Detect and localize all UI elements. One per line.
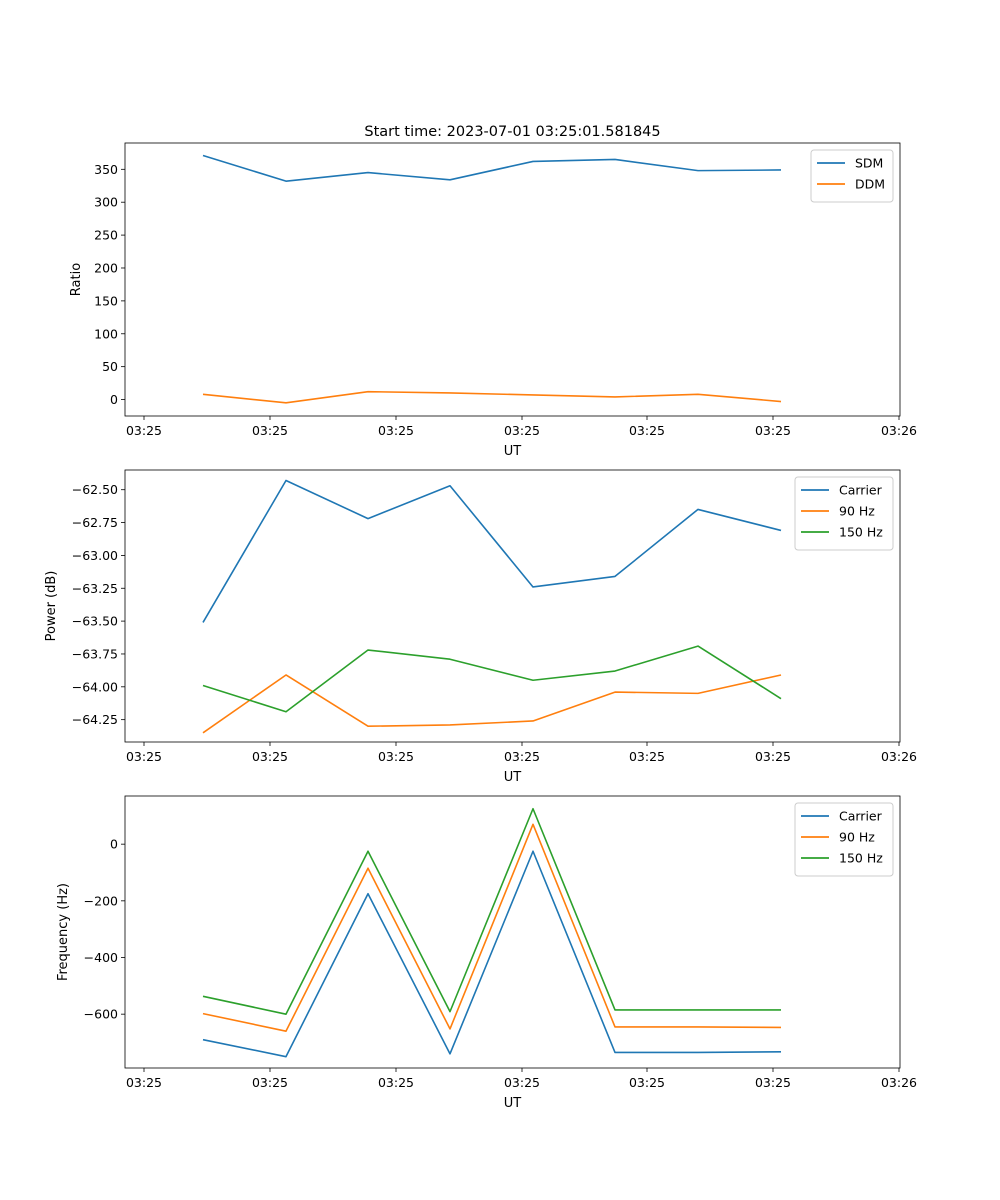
y-tick-label-1: 250 [94,228,118,243]
series-line-sdm-1 [202,154,782,182]
series-line-carrier-3 [202,850,782,1058]
y-tick-label-2: −63.75 [72,646,118,661]
plot-frame-1 [124,142,901,417]
y-tick-label-2: −64.00 [72,679,118,694]
x-tick-label-2: 03:25 [252,749,288,764]
legend-label-150-hz-2: 150 Hz [839,525,883,540]
legend-label-sdm-1: SDM [855,156,883,171]
y-tick-label-1: 200 [94,260,118,275]
figure-title: Start time: 2023-07-01 03:25:01.581845 [364,124,660,140]
x-tick-label-1: 03:25 [378,423,414,438]
x-tick-label-2: 03:25 [755,749,791,764]
y-tick-label-2: −64.25 [72,712,118,727]
x-tick-label-3: 03:25 [378,1075,414,1090]
y-tick-label-1: 0 [110,392,118,407]
y-tick-label-2: −62.50 [72,482,118,497]
y-axis-label-3: Frequency (Hz) [56,883,71,981]
legend-label-150-hz-3: 150 Hz [839,851,883,866]
series-line-90-hz-2 [202,674,782,734]
x-tick-label-2: 03:25 [629,749,665,764]
y-tick-label-2: −62.75 [72,515,118,530]
x-axis-label-1: UT [504,444,522,459]
y-tick-label-3: −200 [84,893,118,908]
series-line-150-hz-2 [202,645,782,713]
y-tick-label-3: −600 [84,1007,118,1022]
plot-frame-3 [124,795,901,1069]
y-tick-label-1: 100 [94,326,118,341]
series-line-ddm-1 [202,390,782,404]
x-tick-label-1: 03:25 [755,423,791,438]
x-tick-label-1: 03:25 [629,423,665,438]
y-tick-label-1: 50 [102,359,118,374]
legend-label-carrier-3: Carrier [839,809,883,824]
x-axis-label-3: UT [504,1096,522,1111]
x-tick-label-3: 03:25 [629,1075,665,1090]
legend-label-90-hz-2: 90 Hz [839,504,875,519]
y-axis-label-2: Power (dB) [44,571,59,642]
x-tick-label-2: 03:25 [378,749,414,764]
x-tick-label-3: 03:25 [126,1075,162,1090]
series-line-90-hz-3 [202,823,782,1032]
y-tick-label-2: −63.00 [72,548,118,563]
x-tick-label-3: 03:25 [252,1075,288,1090]
legend-label-carrier-2: Carrier [839,483,883,498]
x-tick-label-1: 03:25 [252,423,288,438]
x-axis-label-2: UT [504,770,522,785]
x-tick-label-3: 03:25 [755,1075,791,1090]
x-tick-label-1: 03:25 [126,423,162,438]
x-tick-label-3: 03:26 [881,1075,917,1090]
x-tick-label-1: 03:26 [881,423,917,438]
y-axis-label-1: Ratio [69,263,84,296]
legend-label-90-hz-3: 90 Hz [839,830,875,845]
y-tick-label-1: 300 [94,195,118,210]
series-line-150-hz-3 [202,807,781,1015]
y-tick-label-1: 150 [94,293,118,308]
series-line-carrier-2 [202,479,782,623]
y-tick-label-2: −63.50 [72,614,118,629]
y-tick-label-1: 350 [94,162,118,177]
x-tick-label-2: 03:25 [504,749,540,764]
legend-label-ddm-1: DDM [855,177,885,192]
x-tick-label-1: 03:25 [504,423,540,438]
y-tick-label-2: −63.25 [72,581,118,596]
x-tick-label-3: 03:25 [504,1075,540,1090]
x-tick-label-2: 03:26 [881,749,917,764]
plot-frame-2 [124,469,901,743]
y-tick-label-3: 0 [110,837,118,852]
y-tick-label-3: −400 [84,950,118,965]
x-tick-label-2: 03:25 [126,749,162,764]
